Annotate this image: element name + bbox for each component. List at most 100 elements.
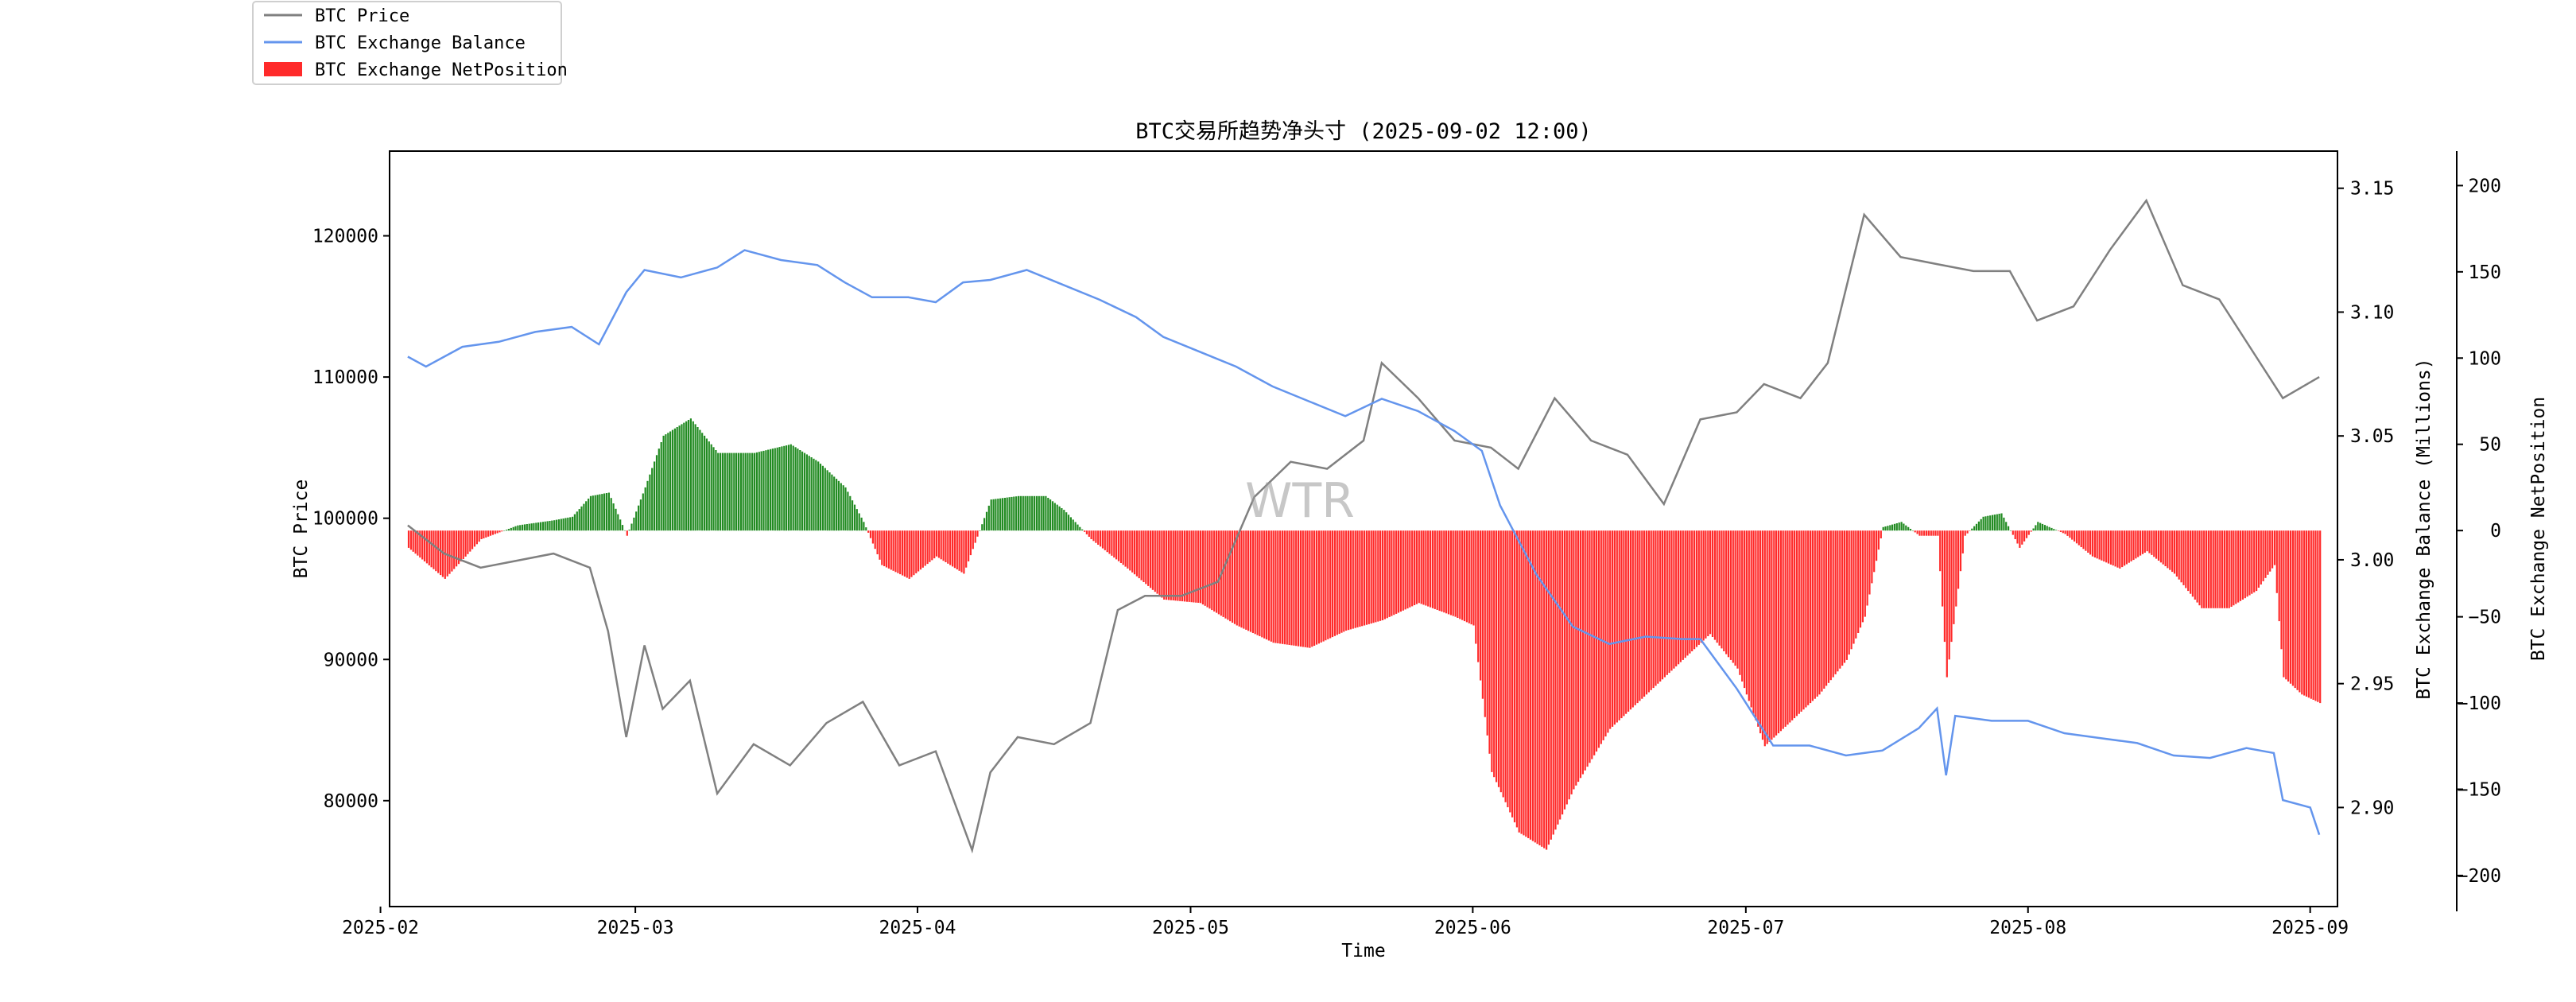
- netposition-bar: [1381, 530, 1384, 620]
- netposition-bar: [635, 511, 638, 531]
- netposition-bar: [1061, 508, 1063, 531]
- netposition-bar: [833, 476, 836, 531]
- netposition-bar: [1197, 530, 1200, 603]
- netposition-bar: [2305, 530, 2308, 697]
- netposition-bar: [596, 495, 599, 531]
- netposition-bar: [1504, 530, 1507, 802]
- netposition-bar: [1488, 530, 1491, 754]
- netposition-bar: [1565, 530, 1568, 805]
- netposition-bar: [1496, 530, 1498, 783]
- netposition-bar: [842, 485, 844, 531]
- legend-label-balance: BTC Exchange Balance: [315, 33, 526, 53]
- netposition-bar: [1745, 530, 1748, 695]
- netposition-bar: [1256, 530, 1259, 635]
- netposition-bar: [1465, 530, 1468, 623]
- netposition-bar: [1593, 530, 1596, 755]
- netposition-bars: [407, 418, 2322, 850]
- netposition-bar: [1805, 530, 1807, 708]
- netposition-bar: [514, 526, 517, 531]
- netposition-bar: [1627, 530, 1630, 712]
- balance-line: [407, 249, 2321, 836]
- netposition-bar: [1507, 530, 1509, 808]
- netposition-bar: [428, 530, 430, 565]
- netposition-bar: [475, 530, 478, 545]
- netposition-bar: [2048, 526, 2050, 531]
- netposition-bar: [1154, 530, 1156, 592]
- netposition-bar: [1493, 530, 1496, 778]
- netposition-bar: [1290, 530, 1293, 646]
- netposition-bar: [2091, 530, 2094, 557]
- netposition-bar: [1452, 530, 1454, 616]
- netposition-bar: [1224, 530, 1227, 619]
- netposition-bar: [1309, 530, 1311, 648]
- netposition-bar: [2039, 522, 2042, 531]
- netposition-bar: [865, 527, 867, 531]
- netposition-bar: [1140, 530, 1143, 581]
- netposition-bar: [1930, 530, 1932, 536]
- netposition-bar: [883, 530, 886, 566]
- netposition-bar: [2009, 530, 2012, 531]
- netposition-bar: [1852, 530, 1855, 644]
- netposition-bar: [1511, 530, 1514, 818]
- netposition-bar: [1092, 530, 1095, 542]
- netposition-bar: [1800, 530, 1802, 712]
- netposition-bar: [1079, 526, 1081, 531]
- netposition-bar: [1359, 530, 1361, 627]
- netposition-bar: [414, 530, 417, 554]
- netposition-bar: [1525, 530, 1527, 837]
- netposition-bar: [735, 452, 738, 531]
- netposition-bar: [576, 511, 578, 531]
- netposition-bar: [605, 493, 608, 531]
- netposition-bar: [2182, 530, 2185, 585]
- netposition-bar: [1739, 530, 1741, 675]
- netposition-bar: [2219, 530, 2221, 608]
- netposition-bar: [1934, 530, 1937, 536]
- netposition-bar: [1135, 530, 1138, 577]
- netposition-bar: [2296, 530, 2299, 690]
- x-tick-label: 2025-03: [597, 918, 674, 938]
- netposition-bar: [1167, 530, 1170, 600]
- netposition-bar: [537, 522, 540, 531]
- netposition-bar: [1024, 495, 1026, 531]
- netposition-bar: [692, 421, 694, 531]
- netposition-bar: [522, 524, 524, 531]
- netposition-bar: [747, 452, 749, 531]
- netposition-bar: [1106, 530, 1108, 553]
- netposition-bar: [1752, 530, 1755, 714]
- netposition-bar: [2214, 530, 2217, 608]
- netposition-bar: [544, 521, 546, 531]
- netposition-bar: [1882, 526, 1884, 531]
- netposition-bar: [1775, 530, 1778, 736]
- netposition-bar: [694, 424, 696, 531]
- netposition-bar: [1282, 530, 1284, 644]
- netposition-bar: [826, 470, 828, 531]
- netposition-bar: [1845, 530, 1848, 660]
- netposition-bar: [673, 428, 676, 531]
- netposition-bar: [1748, 530, 1750, 701]
- netposition-bar: [1085, 530, 1088, 534]
- netposition-bar: [1811, 530, 1814, 701]
- netposition-bar: [2280, 530, 2283, 650]
- netposition-bar: [1893, 523, 1896, 531]
- netposition-bar: [1011, 496, 1013, 531]
- netposition-bar: [940, 530, 942, 560]
- netposition-bar: [1188, 530, 1190, 602]
- netposition-bar: [494, 530, 496, 534]
- netposition-bar: [419, 530, 421, 558]
- netposition-bar: [1547, 530, 1550, 845]
- netposition-bar: [1768, 530, 1771, 742]
- netposition-bar: [1329, 530, 1332, 639]
- netposition-bar: [1190, 530, 1193, 603]
- netposition-bar: [869, 530, 872, 538]
- netposition-bar: [423, 530, 426, 561]
- netposition-bar: [2283, 530, 2285, 678]
- netposition-bar: [2003, 517, 2005, 531]
- netposition-bar: [1563, 530, 1566, 810]
- netposition-bar: [1283, 530, 1286, 645]
- netposition-bar: [2146, 530, 2148, 552]
- netposition-bar: [1629, 530, 1632, 710]
- netposition-bar: [1104, 530, 1106, 550]
- netposition-bar: [1327, 530, 1329, 639]
- netposition-bar: [1996, 514, 1998, 531]
- netposition-bar: [1623, 530, 1625, 717]
